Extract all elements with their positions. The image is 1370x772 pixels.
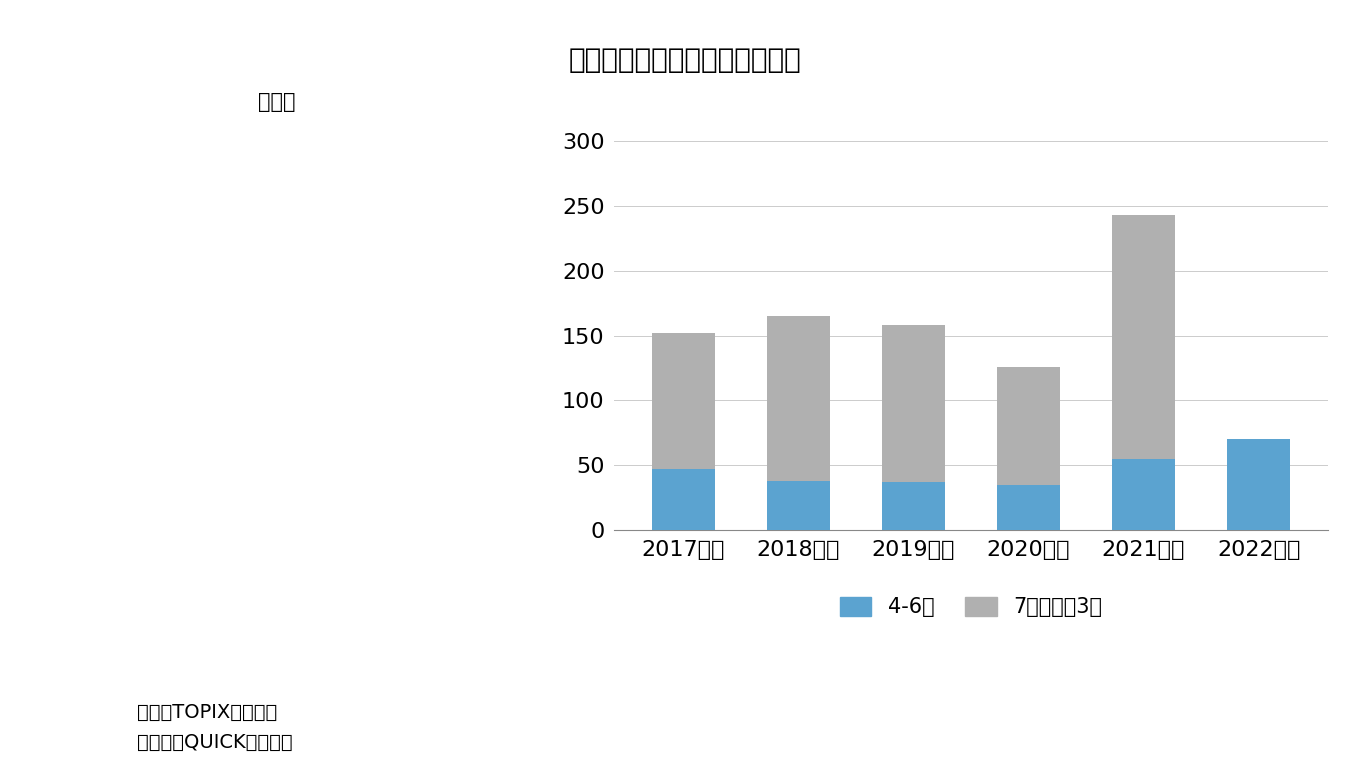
Bar <box>652 333 715 469</box>
Text: （注）TOPIX構成銘柄: （注）TOPIX構成銘柄 <box>137 703 277 722</box>
Text: 図表３　自己株式の消却が急増: 図表３ 自己株式の消却が急増 <box>569 46 801 74</box>
Bar <box>1228 439 1291 530</box>
Text: （件）: （件） <box>258 92 296 112</box>
Bar <box>997 367 1060 485</box>
Bar <box>652 469 715 530</box>
Bar <box>767 481 830 530</box>
Bar <box>1112 215 1175 459</box>
Bar <box>1112 459 1175 530</box>
Bar <box>882 325 945 482</box>
Bar <box>767 317 830 481</box>
Bar <box>997 485 1060 530</box>
Bar <box>882 482 945 530</box>
Text: （資料）QUICKから作成: （資料）QUICKから作成 <box>137 733 293 753</box>
Legend: 4-6月, 7月－翄年3月: 4-6月, 7月－翄年3月 <box>832 589 1111 626</box>
